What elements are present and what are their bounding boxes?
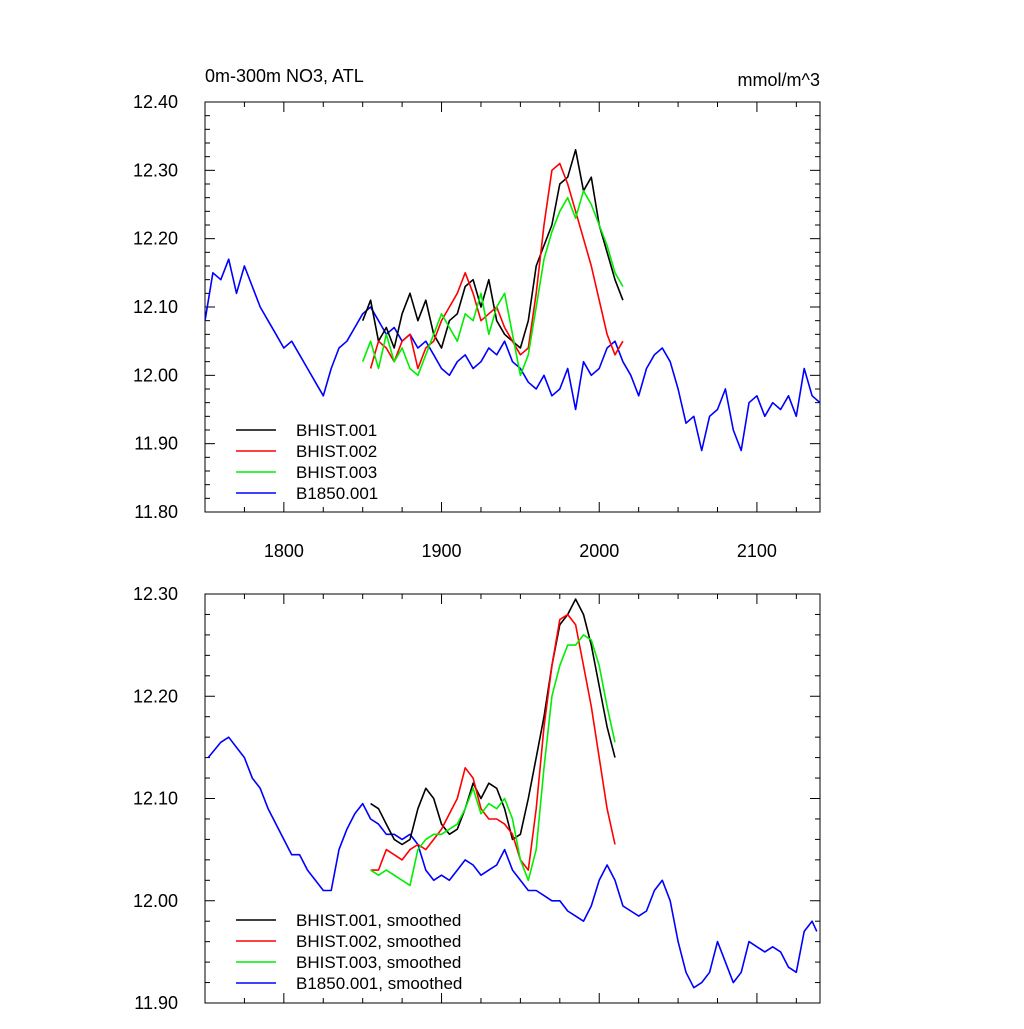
series-line-bhist-001-smoothed [370, 598, 616, 846]
x-tick-label: 1900 [422, 541, 462, 561]
legend-label: BHIST.002 [296, 442, 377, 461]
x-tick-label: 2000 [579, 541, 619, 561]
bottom-panel: 11.90 12.00 12.10 12.20 12.30 BHIST.001, smoo… [133, 584, 821, 1013]
series-line-bhist-003-smoothed [370, 634, 616, 887]
chart-title: 0m-300m NO3, ATL [205, 66, 364, 86]
y-tick-label: 12.30 [133, 584, 178, 604]
series-line-bhist-003 [361, 190, 624, 377]
series-line-b1850-001-smoothed [207, 736, 818, 989]
y-tick-label: 11.90 [134, 993, 178, 1013]
y-tick-label: 11.80 [134, 502, 178, 522]
legend-label: B1850.001, smoothed [296, 974, 462, 993]
legend-label: BHIST.001 [296, 421, 377, 440]
series-line-b1850-001 [205, 258, 820, 452]
legend-label: BHIST.001, smoothed [296, 911, 461, 930]
legend-label: BHIST.002, smoothed [296, 932, 461, 951]
y-tick-label: 12.10 [133, 789, 178, 809]
legend-label: B1850.001 [296, 484, 378, 503]
y-tick-label: 12.00 [133, 365, 178, 385]
y-tick-label: 12.20 [133, 229, 178, 249]
legend-label: BHIST.003 [296, 463, 377, 482]
units-label: mmol/m^3 [738, 70, 820, 90]
y-tick-label: 12.30 [133, 160, 178, 180]
legend-label: BHIST.003, smoothed [296, 953, 461, 972]
y-tick-label: 12.00 [133, 891, 178, 911]
y-tick-label: 11.90 [134, 434, 178, 454]
y-tick-label: 12.40 [133, 92, 178, 112]
y-tick-label: 12.10 [133, 297, 178, 317]
series-line-bhist-001 [361, 149, 624, 349]
x-tick-label: 1800 [264, 541, 304, 561]
x-tick-label: 2100 [737, 541, 777, 561]
top-panel: 1800 1900 2000 2100 11.80 11.90 12.00 12.10 12.2… [133, 92, 821, 561]
y-tick-label: 12.20 [133, 686, 178, 706]
series-line-bhist-002-smoothed [370, 613, 616, 871]
